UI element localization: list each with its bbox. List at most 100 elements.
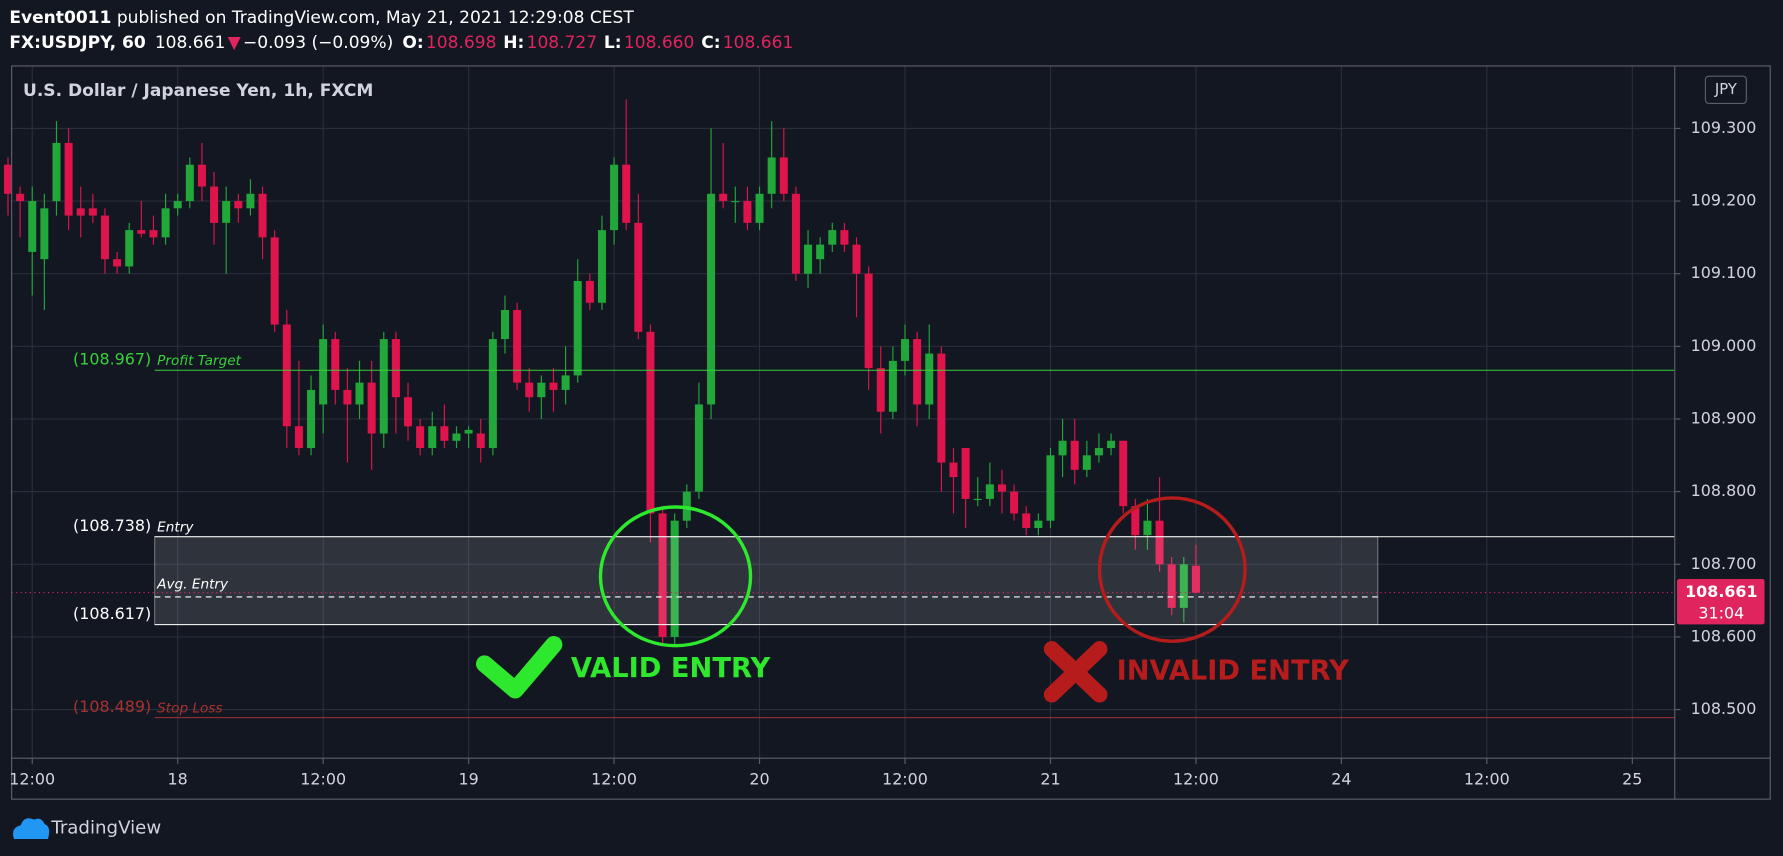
level-name: Profit Target	[157, 353, 242, 369]
candle-body	[707, 193, 716, 405]
footer: TradingView	[13, 818, 161, 839]
candle-body	[1070, 440, 1079, 470]
candle-body	[513, 310, 522, 383]
candle-body	[307, 389, 316, 449]
currency-button[interactable]	[1704, 75, 1747, 105]
candle-body	[634, 222, 643, 332]
candle-body	[161, 208, 170, 238]
currency[interactable]: JPY	[1714, 81, 1738, 98]
candle-body	[610, 164, 619, 231]
candle-body	[173, 201, 182, 209]
candle-body	[100, 215, 109, 260]
y-tick-label: 109.300	[1691, 118, 1757, 137]
brand: TradingView	[50, 818, 161, 839]
candle-body	[743, 201, 752, 223]
candle-body	[379, 339, 388, 434]
candle-body	[901, 339, 910, 361]
candle-body	[40, 208, 49, 260]
candle-body	[149, 230, 158, 238]
candle-body	[840, 230, 849, 245]
candle-body	[767, 157, 776, 194]
candle-body	[270, 237, 279, 325]
y-tick-label: 108.600	[1691, 626, 1757, 645]
candle-body	[961, 448, 970, 499]
candle-body	[222, 201, 231, 223]
level-label: (108.617)	[73, 604, 151, 623]
ohlc: O: 108.698 H: 108.727 L: 108.660 C: 108.661	[402, 33, 793, 53]
ohlc-key: O:	[402, 33, 423, 53]
valid-circle	[598, 505, 753, 648]
chart-title: U.S. Dollar / Japanese Yen, 1h, FXCM	[23, 81, 373, 101]
candle-body	[88, 208, 97, 216]
y-tick-label: 109.200	[1691, 191, 1757, 210]
cross	[1043, 641, 1108, 703]
x-tick-label: 12:00	[300, 769, 346, 788]
candle-body	[561, 375, 570, 390]
candle-body	[1179, 564, 1188, 608]
candle-body	[210, 186, 219, 223]
x-tick-label: 12:00	[1173, 769, 1219, 788]
x-tick-label: 25	[1622, 769, 1642, 788]
candle-body	[355, 382, 364, 405]
symbol: FX:USDJPY, 60	[9, 33, 146, 53]
candle-body	[791, 193, 800, 274]
candle-body	[113, 259, 122, 267]
x-tick-label: 12:00	[9, 769, 55, 788]
quote-line: FX:USDJPY, 60 108.661 ▼ −0.093 (−0.09%) O: 10…	[9, 33, 793, 53]
last-price-box	[1677, 578, 1765, 625]
axes: 108.500 108.600 108.700 108.800 108.900 109.0…	[9, 118, 1765, 788]
candle-body	[416, 426, 425, 449]
checkmark	[476, 636, 563, 699]
candle-body	[1155, 520, 1164, 565]
level-label: (108.738)	[73, 516, 151, 535]
y-tick-label: 108.700	[1691, 554, 1757, 573]
candle-body	[1034, 520, 1043, 528]
candle-body	[367, 382, 376, 434]
author: Event0011	[9, 8, 111, 28]
level-name: Stop Loss	[157, 700, 222, 716]
candle-body	[646, 331, 655, 514]
valid-entry: VALID ENTRY	[571, 653, 772, 684]
level-name: Entry	[157, 520, 194, 536]
x-tick-label: 21	[1040, 769, 1060, 788]
candle-body	[452, 433, 461, 441]
y-tick-label: 109.000	[1691, 336, 1757, 355]
candle-body	[319, 339, 328, 405]
candle-body	[1094, 448, 1103, 456]
candle-body	[488, 339, 497, 449]
candle-body	[391, 339, 400, 398]
invalid-entry: INVALID ENTRY	[1117, 655, 1351, 686]
candle-body	[573, 280, 582, 376]
ohlc-key: L:	[604, 33, 622, 53]
grid	[11, 65, 1675, 759]
candle-body	[440, 426, 449, 441]
candle-body	[622, 164, 631, 223]
last: 108.661	[155, 33, 226, 53]
candle-body	[137, 230, 146, 234]
markup: VALID ENTRY INVALID ENTRY	[476, 496, 1351, 703]
candle-body	[755, 193, 764, 223]
candle-body	[1046, 455, 1055, 521]
candle-body	[864, 273, 873, 369]
x-tick-label: 12:00	[882, 769, 928, 788]
candle-body	[913, 339, 922, 405]
levels: (108.967) Profit Target (108.738) Entry Avg.…	[11, 350, 1675, 719]
x-tick-label: 12:00	[591, 769, 637, 788]
candle-body	[1143, 520, 1152, 536]
ohlc-value: 108.660	[624, 33, 695, 53]
level-label: (108.489)	[73, 697, 151, 716]
candle-body	[234, 201, 243, 209]
candle-body	[525, 382, 534, 398]
candle-body	[925, 353, 934, 405]
invalid-circle	[1097, 496, 1247, 643]
y-tick-label: 108.900	[1691, 408, 1757, 427]
candle-body	[500, 310, 509, 340]
candle-body	[537, 382, 546, 398]
candle-body	[876, 368, 885, 412]
candle-body	[246, 193, 255, 209]
candle-body	[185, 164, 194, 202]
candle-body	[16, 193, 25, 202]
frame	[11, 65, 1771, 800]
y-tick-label: 108.500	[1691, 699, 1757, 718]
